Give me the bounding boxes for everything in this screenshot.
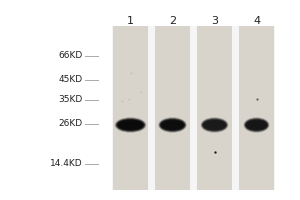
- Ellipse shape: [202, 119, 227, 131]
- Text: 66KD: 66KD: [58, 51, 82, 60]
- Text: 2: 2: [169, 16, 176, 26]
- Ellipse shape: [202, 118, 227, 132]
- Ellipse shape: [245, 119, 268, 131]
- Ellipse shape: [245, 119, 268, 131]
- Text: 26KD: 26KD: [58, 119, 82, 129]
- Ellipse shape: [246, 120, 267, 130]
- Bar: [113, 26, 148, 190]
- Ellipse shape: [119, 121, 142, 129]
- Ellipse shape: [203, 120, 226, 130]
- Ellipse shape: [159, 118, 186, 132]
- Ellipse shape: [160, 119, 185, 131]
- Ellipse shape: [204, 121, 225, 129]
- Ellipse shape: [204, 121, 225, 129]
- Ellipse shape: [247, 121, 266, 129]
- Ellipse shape: [162, 121, 183, 129]
- Ellipse shape: [119, 121, 142, 129]
- Ellipse shape: [159, 118, 186, 132]
- Ellipse shape: [118, 120, 143, 130]
- Ellipse shape: [244, 118, 269, 132]
- Bar: [112, 26, 275, 190]
- Ellipse shape: [244, 118, 268, 132]
- Ellipse shape: [162, 121, 183, 129]
- Ellipse shape: [203, 119, 226, 131]
- Ellipse shape: [200, 117, 229, 133]
- Text: 3: 3: [211, 16, 218, 26]
- Ellipse shape: [117, 119, 144, 131]
- Ellipse shape: [160, 119, 185, 131]
- Ellipse shape: [161, 120, 184, 130]
- Text: 14.4KD: 14.4KD: [50, 160, 82, 168]
- Ellipse shape: [201, 117, 228, 133]
- Ellipse shape: [204, 121, 225, 129]
- Bar: [155, 26, 190, 190]
- Ellipse shape: [158, 117, 187, 133]
- Ellipse shape: [116, 119, 145, 131]
- Ellipse shape: [246, 120, 267, 130]
- Ellipse shape: [115, 118, 146, 132]
- Text: 1: 1: [127, 16, 134, 26]
- Text: 4: 4: [253, 16, 260, 26]
- Ellipse shape: [118, 121, 142, 129]
- Ellipse shape: [247, 121, 266, 129]
- Bar: [239, 26, 274, 190]
- Ellipse shape: [117, 119, 144, 131]
- Text: 45KD: 45KD: [58, 75, 82, 84]
- Text: 35KD: 35KD: [58, 96, 82, 104]
- Ellipse shape: [202, 119, 227, 131]
- Bar: [197, 26, 232, 190]
- Ellipse shape: [162, 121, 183, 129]
- Ellipse shape: [114, 117, 147, 133]
- Ellipse shape: [160, 119, 184, 131]
- Ellipse shape: [115, 117, 146, 133]
- Ellipse shape: [245, 119, 268, 131]
- Ellipse shape: [247, 121, 266, 129]
- Ellipse shape: [158, 117, 187, 133]
- Ellipse shape: [243, 117, 270, 133]
- Ellipse shape: [116, 118, 145, 132]
- Ellipse shape: [201, 118, 228, 132]
- Ellipse shape: [118, 120, 143, 130]
- Ellipse shape: [203, 120, 226, 130]
- Ellipse shape: [244, 117, 269, 133]
- Ellipse shape: [161, 120, 184, 130]
